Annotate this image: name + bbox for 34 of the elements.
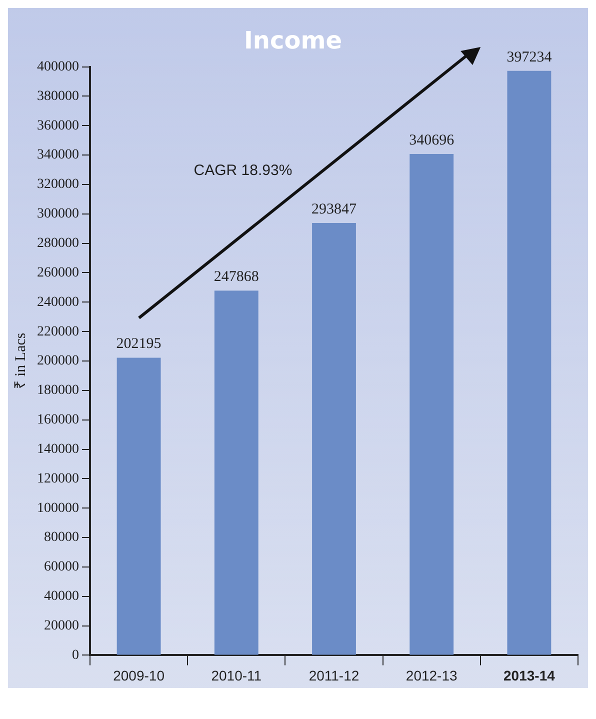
y-tick-label: 320000 bbox=[37, 177, 79, 192]
x-tick-label: 2009-10 bbox=[113, 667, 165, 684]
y-tick-label: 360000 bbox=[37, 118, 79, 134]
y-tick-label: 280000 bbox=[37, 236, 79, 251]
y-tick-label: 80000 bbox=[44, 530, 79, 546]
x-tick-label: 2013-14 bbox=[504, 667, 556, 684]
data-label: 202195 bbox=[116, 336, 162, 352]
y-axis-title: ₹ in Lacs bbox=[12, 332, 29, 390]
y-tick-label: 220000 bbox=[37, 324, 79, 340]
data-label: 293847 bbox=[312, 201, 357, 218]
y-tick-label: 20000 bbox=[44, 618, 79, 634]
data-label: 340696 bbox=[409, 132, 455, 148]
data-label: 397234 bbox=[506, 49, 552, 66]
y-tick-label: 380000 bbox=[37, 88, 79, 104]
y-tick-label: 0 bbox=[72, 648, 79, 663]
x-tick-label: 2012-13 bbox=[406, 667, 458, 684]
y-tick-label: 40000 bbox=[44, 589, 79, 604]
y-tick-label: 180000 bbox=[37, 383, 79, 398]
y-tick-label: 240000 bbox=[37, 294, 79, 310]
annotation: CAGR 18.93% bbox=[194, 162, 292, 180]
y-tick-label: 100000 bbox=[37, 500, 79, 516]
y-tick-label: 160000 bbox=[37, 412, 79, 428]
x-tick-label: 2011-12 bbox=[308, 667, 360, 684]
y-tick-label: 260000 bbox=[37, 265, 79, 280]
y-tick-label: 120000 bbox=[37, 471, 79, 486]
y-tick-label: 200000 bbox=[37, 354, 79, 369]
chart-title: Income bbox=[244, 26, 342, 55]
data-label: 247868 bbox=[214, 269, 259, 286]
y-tick-label: 300000 bbox=[37, 206, 79, 222]
y-tick-label: 140000 bbox=[37, 442, 79, 457]
x-tick-label: 2010-11 bbox=[211, 667, 262, 684]
y-tick-label: 340000 bbox=[37, 148, 79, 163]
y-tick-label: 400000 bbox=[37, 59, 79, 74]
y-tick-label: 60000 bbox=[44, 560, 79, 575]
